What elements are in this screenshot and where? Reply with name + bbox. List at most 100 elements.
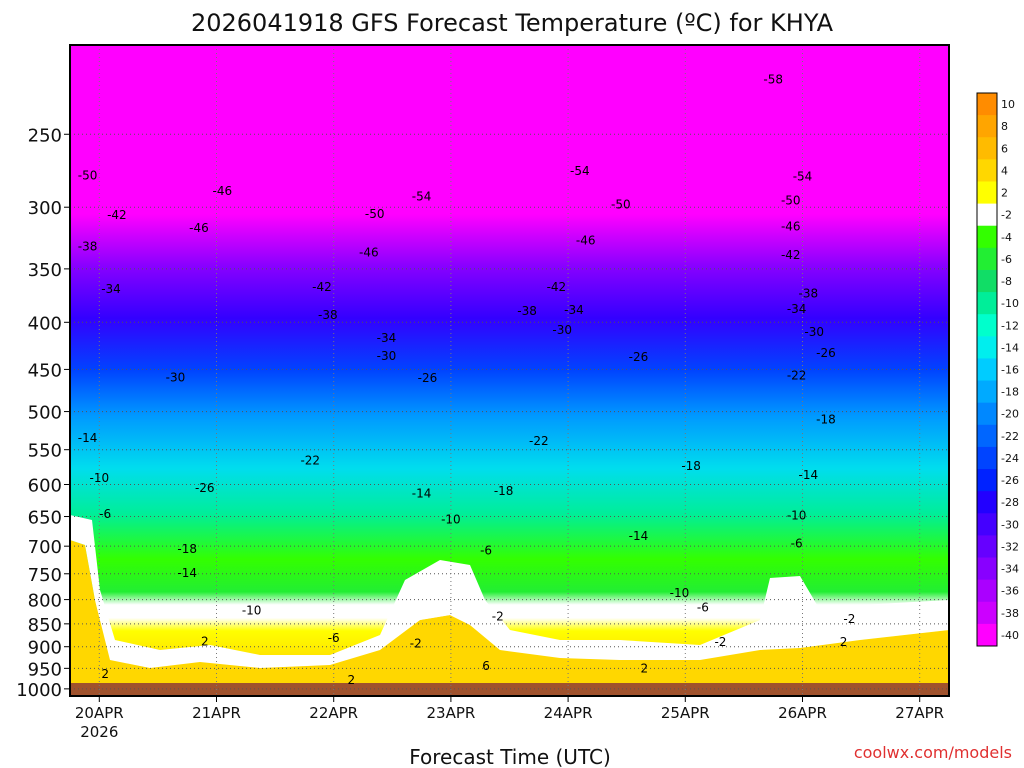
isotherm-label: -30 (552, 323, 572, 337)
colorbar-frame (976, 92, 998, 647)
colorbar-swatch (977, 314, 997, 337)
isotherm-label: -18 (816, 412, 836, 426)
isotherm-label: -42 (312, 280, 332, 294)
x-tick-label: 24APR (544, 704, 593, 722)
y-axis: 2503003504004505005506006507007508008509… (16, 125, 70, 701)
colorbar-label: -16 (1001, 364, 1019, 377)
colorbar-label: -22 (1001, 430, 1019, 443)
isotherm-label: -18 (177, 542, 197, 556)
colorbar-label: -12 (1001, 319, 1019, 332)
y-tick-label: 1000 (16, 680, 62, 701)
colorbar-label: -24 (1001, 452, 1019, 465)
isotherm-label: -26 (816, 346, 836, 360)
colorbar-swatch (977, 623, 997, 647)
grid-lines (70, 45, 949, 696)
colorbar-label: -20 (1001, 408, 1019, 421)
isotherm-label: 2 (347, 673, 355, 687)
y-tick-label: 600 (28, 476, 62, 497)
colorbar-swatch (977, 203, 997, 227)
colorbar-swatch (977, 247, 997, 271)
colorbar-label: 10 (1001, 98, 1015, 111)
x-tick-label: 20APR (75, 704, 124, 722)
colorbar-swatch (977, 269, 997, 293)
colorbar-swatch (977, 601, 997, 625)
isotherm-label: -46 (781, 220, 801, 234)
isotherm-label: -2 (492, 610, 504, 624)
isotherm-label: -30 (377, 349, 397, 363)
isotherm-label: -6 (697, 601, 709, 615)
isotherm-label: -22 (787, 369, 807, 383)
isotherm-label: -42 (547, 280, 567, 294)
isotherm-label: 2 (201, 634, 209, 648)
isotherm-label: -30 (166, 370, 186, 384)
colorbar-swatch (977, 181, 997, 205)
colorbar-label: -30 (1001, 518, 1019, 531)
isotherm-label: -50 (365, 207, 385, 221)
isotherm-label: -10 (441, 513, 461, 527)
isotherm-label: -46 (576, 233, 596, 247)
isotherm-label: -34 (787, 302, 807, 316)
colorbar-label: 4 (1001, 164, 1008, 177)
colorbar-swatch (977, 137, 997, 160)
y-tick-label: 900 (28, 638, 62, 659)
isotherm-label: -54 (412, 189, 432, 203)
isotherm-label: -26 (195, 481, 215, 495)
isotherm-label: -38 (78, 240, 98, 254)
isotherm-label: -22 (529, 434, 549, 448)
y-tick-label: 350 (28, 260, 62, 281)
colorbar-label: -26 (1001, 474, 1019, 487)
isotherm-label: -2 (843, 612, 855, 626)
isotherm-label: -38 (799, 286, 819, 300)
isotherm-label: -22 (300, 453, 320, 467)
colorbar-swatch (977, 513, 997, 536)
isotherm-label: -34 (377, 331, 397, 345)
colorbar-swatch (977, 292, 997, 315)
isotherm-label: -46 (189, 221, 209, 235)
isotherm-label: -50 (78, 168, 98, 182)
chart-title: 2026041918 GFS Forecast Temperature (ºC)… (191, 9, 834, 37)
colorbar-swatch (977, 380, 997, 404)
colorbar-swatch (977, 93, 997, 116)
x-tick-sublabel: 2026 (80, 723, 118, 741)
isotherm-label: -6 (328, 631, 340, 645)
colorbar-label: -32 (1001, 540, 1019, 553)
colorbar-label: -38 (1001, 607, 1019, 620)
isotherm-label: -14 (629, 529, 649, 543)
colorbar-label: 2 (1001, 187, 1008, 200)
colorbar-label: 6 (1001, 142, 1008, 155)
x-tick-label: 26APR (778, 704, 827, 722)
colorbar-label: -18 (1001, 386, 1019, 399)
isotherm-label: 2 (640, 661, 648, 675)
y-tick-label: 850 (28, 615, 62, 636)
colorbar-label: -14 (1001, 341, 1019, 354)
credit-text: coolwx.com/models (854, 743, 1012, 762)
y-tick-label: 750 (28, 565, 62, 586)
colorbar-label: -2 (1001, 209, 1012, 222)
isotherm-label: -14 (78, 431, 98, 445)
colorbar-label: -28 (1001, 496, 1019, 509)
y-tick-label: 400 (28, 313, 62, 334)
isotherm-label: -58 (763, 72, 783, 86)
y-tick-label: 650 (28, 508, 62, 529)
isotherm-label: -2 (714, 635, 726, 649)
isotherm-label: -34 (101, 282, 121, 296)
isotherm-label: -42 (781, 248, 801, 262)
isotherm-label: -6 (791, 536, 803, 550)
colorbar-label: -36 (1001, 585, 1019, 598)
colorbar-swatch (977, 225, 997, 249)
isotherm-label: -18 (494, 484, 514, 498)
isotherm-label: -14 (412, 487, 432, 501)
x-tick-label: 22APR (309, 704, 358, 722)
colorbar-label: -8 (1001, 275, 1012, 288)
isotherm-label: 2 (840, 635, 848, 649)
x-tick-label: 25APR (661, 704, 710, 722)
y-tick-label: 800 (28, 591, 62, 612)
isotherm-label: -54 (570, 164, 590, 178)
colorbar-label: -10 (1001, 297, 1019, 310)
colorbar-swatch (977, 424, 997, 448)
colorbar-label: 8 (1001, 120, 1008, 133)
isotherm-label: 2 (101, 667, 109, 681)
isotherm-label: -14 (177, 566, 197, 580)
isotherm-label: -50 (611, 198, 631, 212)
